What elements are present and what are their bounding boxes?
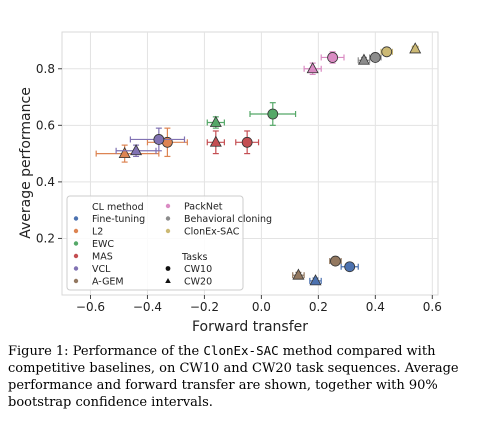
caption-text-1: Performance of the	[68, 344, 204, 359]
point-marker	[241, 136, 253, 148]
legend-item-label: VCL	[92, 264, 111, 275]
legend-item-label: EWC	[92, 239, 114, 250]
data-point-vcl-cw20	[115, 144, 157, 158]
legend-swatch	[165, 228, 171, 234]
point-marker	[409, 42, 422, 54]
legend-swatch	[73, 278, 79, 284]
point-marker	[209, 135, 222, 147]
scatter-chart: −0.6 −0.4 −0.2 0.0 0.2 0.4 0.6 0.2 0.4 0.6 0.8 Fo…	[18, 31, 442, 335]
x-tick-label: 0.0	[252, 300, 271, 314]
point-marker	[357, 53, 370, 65]
x-tick-label: −0.2	[190, 300, 219, 314]
data-points	[95, 42, 422, 286]
caption-text-2: method compared with competitive baselin…	[8, 344, 459, 410]
data-point-l2-cw20	[95, 144, 160, 163]
y-axis-title: Average performance	[18, 87, 34, 239]
data-point-packnet-cw20	[303, 62, 322, 76]
data-point-fine-tuning-cw10	[340, 261, 359, 273]
point-marker	[327, 52, 339, 63]
point-marker	[209, 115, 222, 127]
data-point-vcl-cw10	[129, 127, 186, 152]
x-axis-title: Forward transfer	[192, 319, 308, 335]
point-marker	[267, 108, 279, 120]
y-tick-label: 0.4	[36, 175, 55, 189]
point-marker	[306, 62, 319, 74]
data-point-behavioral-cloning-cw20	[357, 53, 371, 65]
data-point-l2-cw10	[146, 127, 188, 158]
x-tick-label: 0.4	[366, 300, 385, 314]
x-tick-label: −0.6	[76, 300, 105, 314]
caption-method-name: ClonEx-SAC	[203, 343, 279, 358]
caption-label: Figure 1:	[8, 344, 69, 359]
legend-item-label: Behavioral cloning	[184, 214, 272, 225]
legend-swatch	[73, 253, 79, 259]
data-point-clonex-sac-cw20	[409, 42, 422, 54]
data-point-ewc-cw20	[206, 115, 225, 129]
legend-task-marker	[165, 278, 171, 283]
data-point-mas-cw10	[235, 130, 260, 155]
data-point-a-gem-cw10	[329, 255, 342, 267]
point-marker	[381, 46, 393, 58]
x-axis-ticks: −0.6 −0.4 −0.2 0.0 0.2 0.4 0.6	[76, 295, 442, 314]
legend-swatch	[165, 203, 171, 209]
x-tick-label: −0.4	[133, 300, 162, 314]
point-marker	[369, 52, 381, 63]
x-tick-label: 0.6	[423, 300, 442, 314]
x-tick-label: 0.2	[309, 300, 328, 314]
data-point-fine-tuning-cw20	[309, 274, 322, 286]
point-marker	[309, 274, 322, 286]
legend-item-label: ClonEx-SAC	[184, 227, 240, 238]
point-marker	[292, 268, 305, 280]
legend-item-label: Fine-tuning	[92, 214, 145, 225]
point-marker	[330, 255, 341, 267]
legend-tasks-title: Tasks	[181, 252, 208, 263]
data-point-behavioral-cloning-cw10	[369, 52, 382, 63]
legend-item-label: A-GEM	[92, 277, 124, 288]
data-point-a-gem-cw20	[292, 268, 305, 280]
point-marker	[344, 261, 356, 273]
legend-task-label: CW20	[184, 277, 212, 288]
point-marker	[118, 146, 131, 158]
y-tick-label: 0.8	[36, 62, 55, 76]
point-marker	[130, 144, 143, 156]
y-tick-label: 0.6	[36, 118, 55, 132]
legend-swatch	[165, 216, 171, 221]
data-point-clonex-sac-cw10	[380, 46, 394, 58]
legend-item-label: MAS	[92, 252, 113, 263]
data-point-ewc-cw10	[249, 102, 297, 126]
legend-item-label: PackNet	[184, 202, 223, 213]
legend-item-label: L2	[92, 227, 103, 238]
legend-swatch	[73, 228, 79, 234]
data-point-mas-cw20	[206, 130, 225, 155]
legend-swatch	[73, 216, 79, 221]
y-axis-ticks: 0.2 0.4 0.6 0.8	[36, 62, 62, 245]
legend-task-label: CW10	[184, 264, 212, 275]
y-tick-label: 0.2	[36, 231, 55, 245]
figure-caption: Figure 1: Performance of the ClonEx-SAC …	[8, 342, 486, 411]
legend-swatch	[73, 266, 79, 271]
legend-swatch	[73, 241, 79, 246]
point-marker	[153, 134, 165, 145]
data-point-packnet-cw10	[320, 51, 345, 64]
legend-method-title: CL method	[92, 202, 144, 213]
legend-box	[66, 195, 244, 291]
legend-task-marker	[165, 266, 171, 271]
